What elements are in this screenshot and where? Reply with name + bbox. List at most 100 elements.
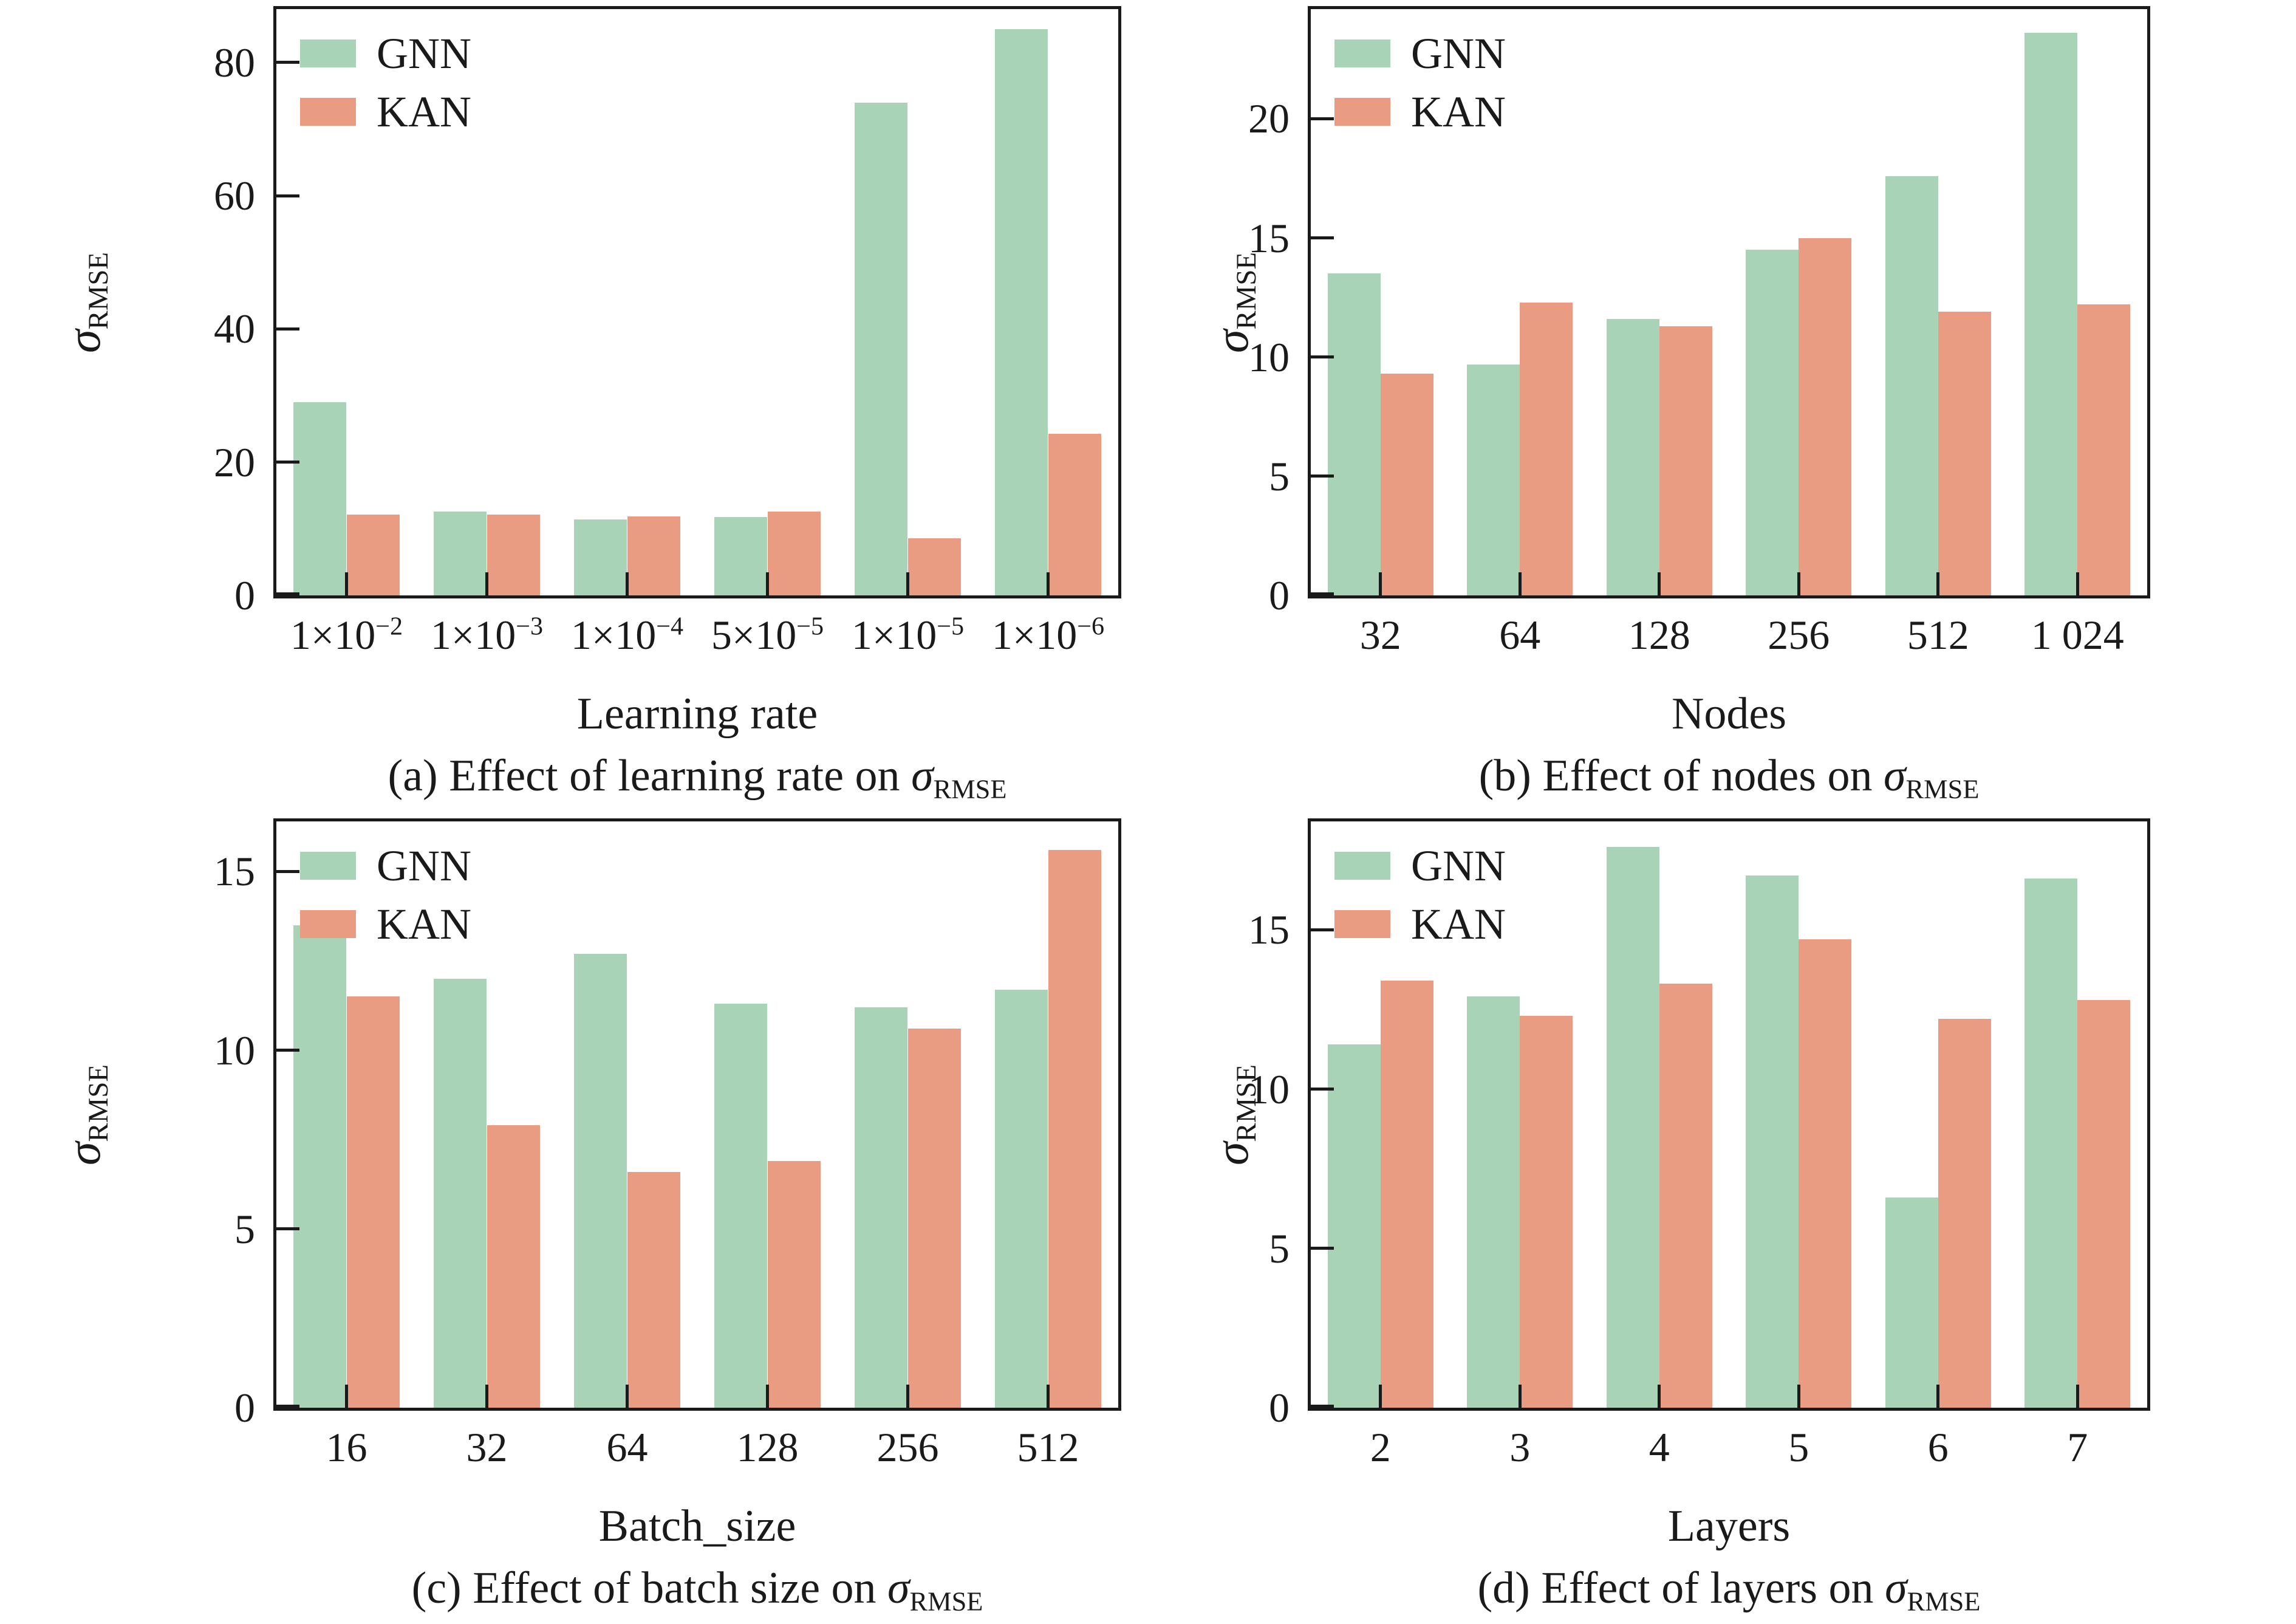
gnn-color-swatch <box>300 852 356 880</box>
panel-caption-a: (a) Effect of learning rate on σRMSE <box>388 752 1007 813</box>
y-tick-label: 5 <box>1269 453 1290 499</box>
y-tick-mark <box>1311 1088 1334 1091</box>
x-tick-label: 1 024 <box>2031 612 2124 658</box>
y-tick-label: 15 <box>214 848 255 895</box>
gnn-color-swatch <box>1334 852 1390 880</box>
bar-gnn-1 <box>433 978 487 1408</box>
bar-kan-0 <box>346 996 400 1408</box>
panel-a: σRMSE GNN KAN Learning rate (a) Effect o… <box>0 0 1148 812</box>
y-tick-label: 0 <box>1269 572 1290 618</box>
legend-label-kan: KAN <box>1411 900 1506 948</box>
bar-gnn-4 <box>854 1007 908 1408</box>
bar-gnn-5 <box>2024 879 2078 1408</box>
y-tick-mark <box>276 1049 299 1052</box>
bar-kan-0 <box>1380 374 1433 595</box>
x-tick-mark <box>766 572 769 595</box>
x-tick-label: 128 <box>1628 612 1690 658</box>
legend-c: GNN KAN <box>300 844 471 946</box>
bar-kan-1 <box>1520 302 1573 595</box>
panel-c: σRMSE GNN KAN Batch_size (c) Effect of b… <box>0 812 1148 1624</box>
legend-label-gnn: GNN <box>377 29 471 78</box>
x-tick-label: 256 <box>1768 612 1830 658</box>
y-tick-mark <box>1311 117 1334 120</box>
caption-text: (c) Effect of batch size on <box>411 1563 888 1613</box>
y-tick-mark <box>1311 236 1334 240</box>
y-tick-mark <box>276 592 299 595</box>
bar-gnn-0 <box>293 402 347 595</box>
bar-kan-3 <box>767 511 821 595</box>
bar-gnn-1 <box>1467 364 1520 595</box>
y-tick-label: 15 <box>1248 214 1290 261</box>
x-tick-label: 16 <box>326 1424 367 1470</box>
bar-gnn-2 <box>573 953 627 1408</box>
bar-gnn-3 <box>1746 875 1799 1408</box>
plot-area-a <box>273 6 1121 598</box>
legend-label-kan: KAN <box>1411 87 1506 136</box>
x-tick-mark <box>1658 1385 1661 1408</box>
bar-gnn-0 <box>1327 273 1381 595</box>
legend-item-gnn: GNN <box>1334 844 1506 888</box>
bar-kan-3 <box>767 1161 821 1408</box>
sigma-subscript: RMSE <box>1907 1586 1981 1617</box>
bar-kan-4 <box>1938 1019 1991 1408</box>
bar-kan-1 <box>487 515 541 595</box>
x-tick-mark <box>1936 1385 1940 1408</box>
legend-a: GNN KAN <box>300 32 471 134</box>
kan-color-swatch <box>300 910 356 938</box>
x-tick-label: 128 <box>736 1424 799 1470</box>
y-tick-mark <box>1311 1247 1334 1250</box>
x-tick-label: 1×10−5 <box>851 612 965 658</box>
caption-text: (b) Effect of nodes on <box>1478 751 1884 801</box>
x-tick-mark <box>1797 1385 1800 1408</box>
x-tick-mark <box>2076 1385 2079 1408</box>
legend-item-kan: KAN <box>300 90 471 134</box>
bar-gnn-4 <box>854 102 908 595</box>
x-tick-label: 1×10−2 <box>290 612 403 658</box>
bar-kan-3 <box>1799 238 1852 595</box>
bar-kan-2 <box>627 1171 681 1408</box>
x-tick-mark <box>1936 572 1940 595</box>
y-tick-label: 60 <box>214 173 255 219</box>
y-tick-mark <box>276 61 299 64</box>
y-tick-label: 10 <box>1248 334 1290 380</box>
sigma-symbol: σ <box>1884 751 1906 801</box>
x-tick-mark <box>1047 1385 1050 1408</box>
sigma-subscript: RMSE <box>83 1064 115 1142</box>
y-tick-label: 80 <box>214 39 255 86</box>
y-tick-label: 20 <box>1248 95 1290 142</box>
legend-label-kan: KAN <box>377 87 471 136</box>
bar-gnn-2 <box>1606 846 1659 1408</box>
bar-kan-3 <box>1799 939 1852 1408</box>
plot-area-c <box>273 818 1121 1411</box>
x-tick-mark <box>485 1385 488 1408</box>
plot-area-b <box>1308 6 2150 598</box>
x-tick-label: 32 <box>1359 612 1401 658</box>
x-tick-mark <box>906 1385 909 1408</box>
bar-gnn-2 <box>573 519 627 595</box>
legend-b: GNN KAN <box>1334 32 1506 134</box>
panel-b: σRMSE GNN KAN Nodes (b) Effect of nodes … <box>1148 0 2296 812</box>
x-tick-mark <box>1379 572 1382 595</box>
bar-gnn-1 <box>1467 996 1520 1408</box>
y-tick-mark <box>276 1405 299 1408</box>
x-tick-mark <box>345 1385 348 1408</box>
kan-color-swatch <box>1334 910 1390 938</box>
x-tick-label: 7 <box>2067 1424 2088 1470</box>
x-tick-mark <box>1518 1385 1522 1408</box>
panel-caption-d: (d) Effect of layers on σRMSE <box>1478 1564 1981 1624</box>
bar-kan-0 <box>1380 981 1433 1408</box>
legend-item-gnn: GNN <box>1334 32 1506 75</box>
bar-gnn-5 <box>994 989 1048 1408</box>
bar-gnn-1 <box>433 511 487 595</box>
y-tick-mark <box>276 869 299 873</box>
bar-gnn-5 <box>2024 33 2078 595</box>
x-tick-label: 4 <box>1649 1424 1670 1470</box>
gnn-color-swatch <box>1334 39 1390 67</box>
legend-item-kan: KAN <box>1334 90 1506 134</box>
x-tick-mark <box>906 572 909 595</box>
y-axis-title-c: σRMSE <box>44 902 123 1328</box>
caption-text: (d) Effect of layers on <box>1477 1563 1885 1613</box>
bar-gnn-3 <box>714 516 768 595</box>
sigma-subscript: RMSE <box>909 1586 983 1617</box>
